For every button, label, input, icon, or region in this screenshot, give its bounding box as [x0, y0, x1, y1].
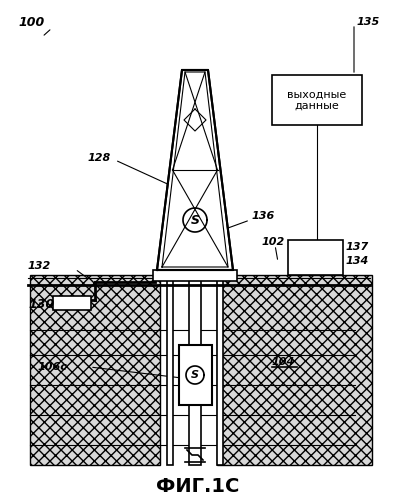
Text: 104: 104 — [272, 357, 295, 367]
Bar — [53, 296, 91, 310]
Text: 100: 100 — [18, 16, 44, 30]
Text: 137: 137 — [346, 242, 369, 252]
Text: S: S — [191, 370, 199, 380]
Text: выходные
данные: выходные данные — [287, 89, 347, 111]
Bar — [217, 275, 372, 465]
Polygon shape — [157, 70, 233, 270]
Bar — [288, 240, 343, 275]
Text: 106c: 106c — [38, 362, 68, 372]
Bar — [179, 345, 212, 405]
Bar — [30, 275, 160, 465]
Text: 128: 128 — [88, 153, 111, 163]
Text: 132: 132 — [28, 261, 51, 271]
Text: S: S — [191, 214, 200, 226]
Text: 130: 130 — [28, 298, 54, 310]
Bar — [189, 275, 201, 465]
Text: 102: 102 — [262, 237, 285, 247]
Bar — [217, 275, 223, 465]
Text: ФИГ.1С: ФИГ.1С — [156, 478, 240, 496]
Bar — [167, 275, 173, 465]
Text: 135: 135 — [357, 17, 380, 27]
Text: 136: 136 — [252, 211, 275, 221]
Bar — [272, 75, 362, 125]
Bar — [153, 270, 237, 281]
Text: 134: 134 — [346, 256, 369, 266]
